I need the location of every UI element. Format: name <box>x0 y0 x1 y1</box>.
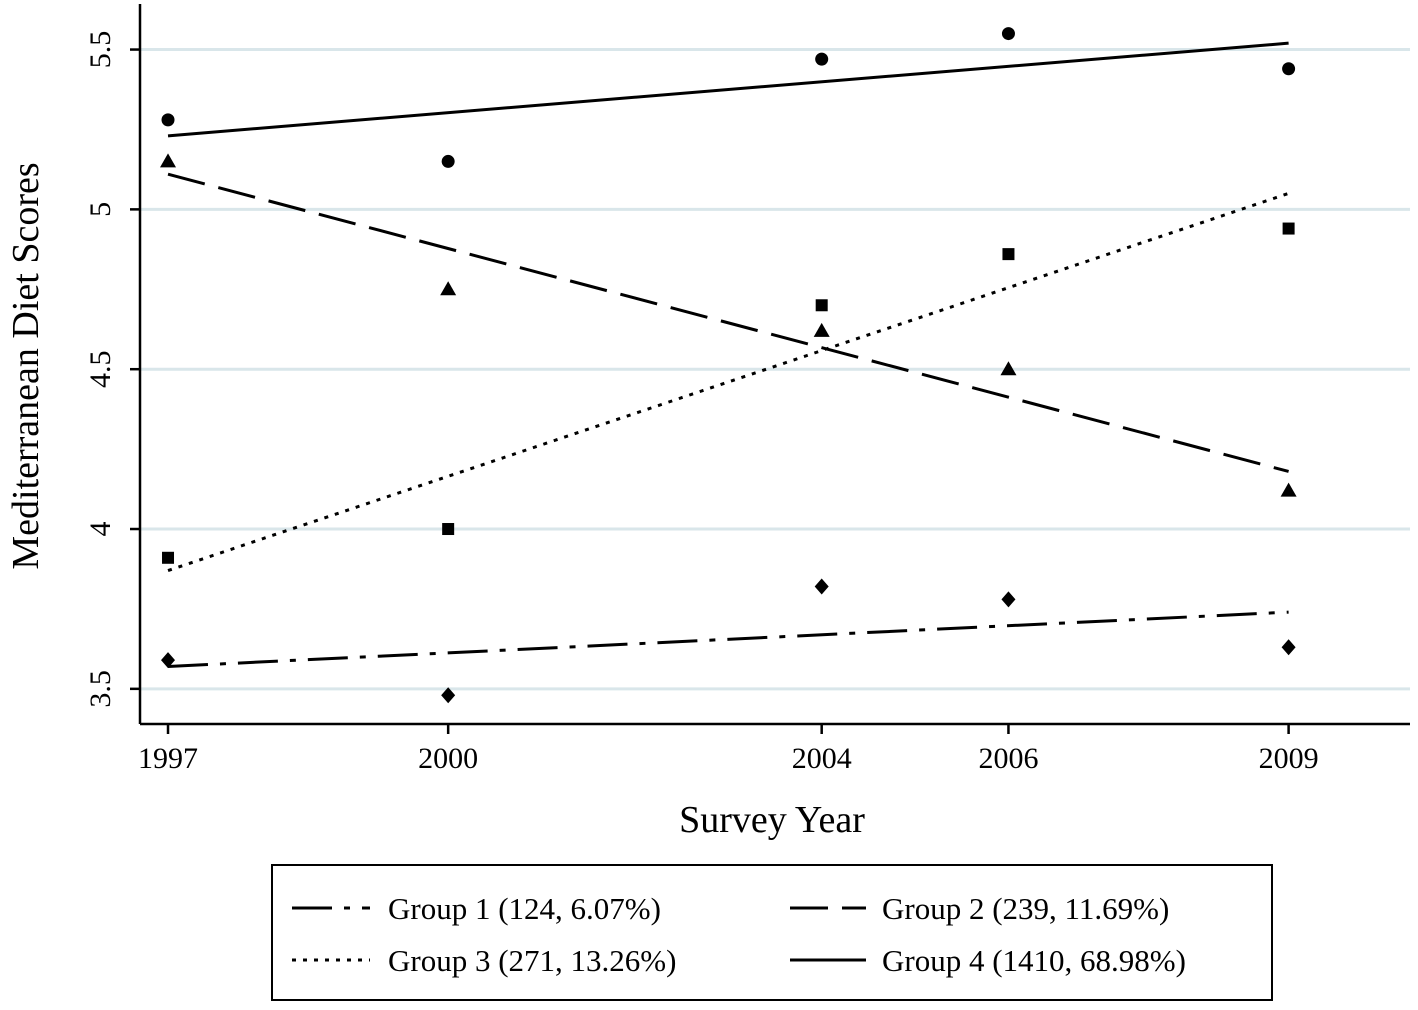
legend-label-group-1: Group 1 (124, 6.07%) <box>388 891 661 926</box>
x-tick-label: 2000 <box>418 742 478 775</box>
point-group-4-1997 <box>161 113 175 127</box>
trend-lines <box>167 41 1290 668</box>
x-tick-label: 1997 <box>138 742 198 775</box>
point-group-3-2004 <box>815 299 828 312</box>
legend-label-group-4: Group 4 (1410, 68.98%) <box>882 943 1186 978</box>
point-group-3-2006 <box>1002 248 1015 261</box>
y-tick-label: 3.5 <box>84 670 117 708</box>
point-group-2-2009 <box>1280 482 1297 497</box>
point-group-4-2000 <box>441 154 455 168</box>
y-tick-label: 4 <box>84 522 117 537</box>
trend-line-group-3 <box>167 191 1290 572</box>
gridlines <box>140 48 1410 691</box>
point-group-4-2006 <box>1001 27 1015 41</box>
x-tick-label: 2004 <box>792 742 852 775</box>
point-group-1-2000 <box>441 687 456 704</box>
data-points <box>160 27 1297 704</box>
point-group-3-1997 <box>162 551 175 564</box>
point-group-2-2000 <box>440 281 457 296</box>
y-tick-label: 5.5 <box>84 31 117 69</box>
trend-line-group-2 <box>167 172 1289 473</box>
point-group-2-1997 <box>160 153 177 168</box>
legend-label-group-2: Group 2 (239, 11.69%) <box>882 891 1169 926</box>
legend-box <box>271 864 1273 1001</box>
trend-line-group-4 <box>167 41 1289 138</box>
point-group-1-2009 <box>1281 639 1296 656</box>
y-tick-label: 5 <box>84 202 117 217</box>
x-axis-label: Survey Year <box>679 799 865 841</box>
legend-label-group-3: Group 3 (271, 13.26%) <box>388 943 676 978</box>
point-group-4-2009 <box>1282 62 1296 76</box>
point-group-1-2004 <box>814 578 829 595</box>
point-group-1-2006 <box>1001 591 1016 608</box>
point-group-2-2006 <box>1000 361 1017 376</box>
point-group-3-2000 <box>442 523 455 536</box>
y-axis-label: Mediterranean Diet Scores <box>5 162 47 569</box>
axes <box>138 4 1410 726</box>
x-tick-label: 2009 <box>1259 742 1319 775</box>
legend: Group 1 (124, 6.07%) Group 2 (239, 11.69%… <box>271 864 1273 1001</box>
point-group-1-1997 <box>161 652 176 669</box>
tick-labels: 3.5 4 4.5 5 5.5 1997 2000 2004 2006 2009 <box>84 31 1319 775</box>
point-group-4-2004 <box>815 52 829 66</box>
trend-line-group-1 <box>167 610 1289 668</box>
y-tick-label: 4.5 <box>84 350 117 388</box>
point-group-2-2004 <box>813 322 830 337</box>
x-tick-label: 2006 <box>978 742 1038 775</box>
point-group-3-2009 <box>1282 222 1295 235</box>
